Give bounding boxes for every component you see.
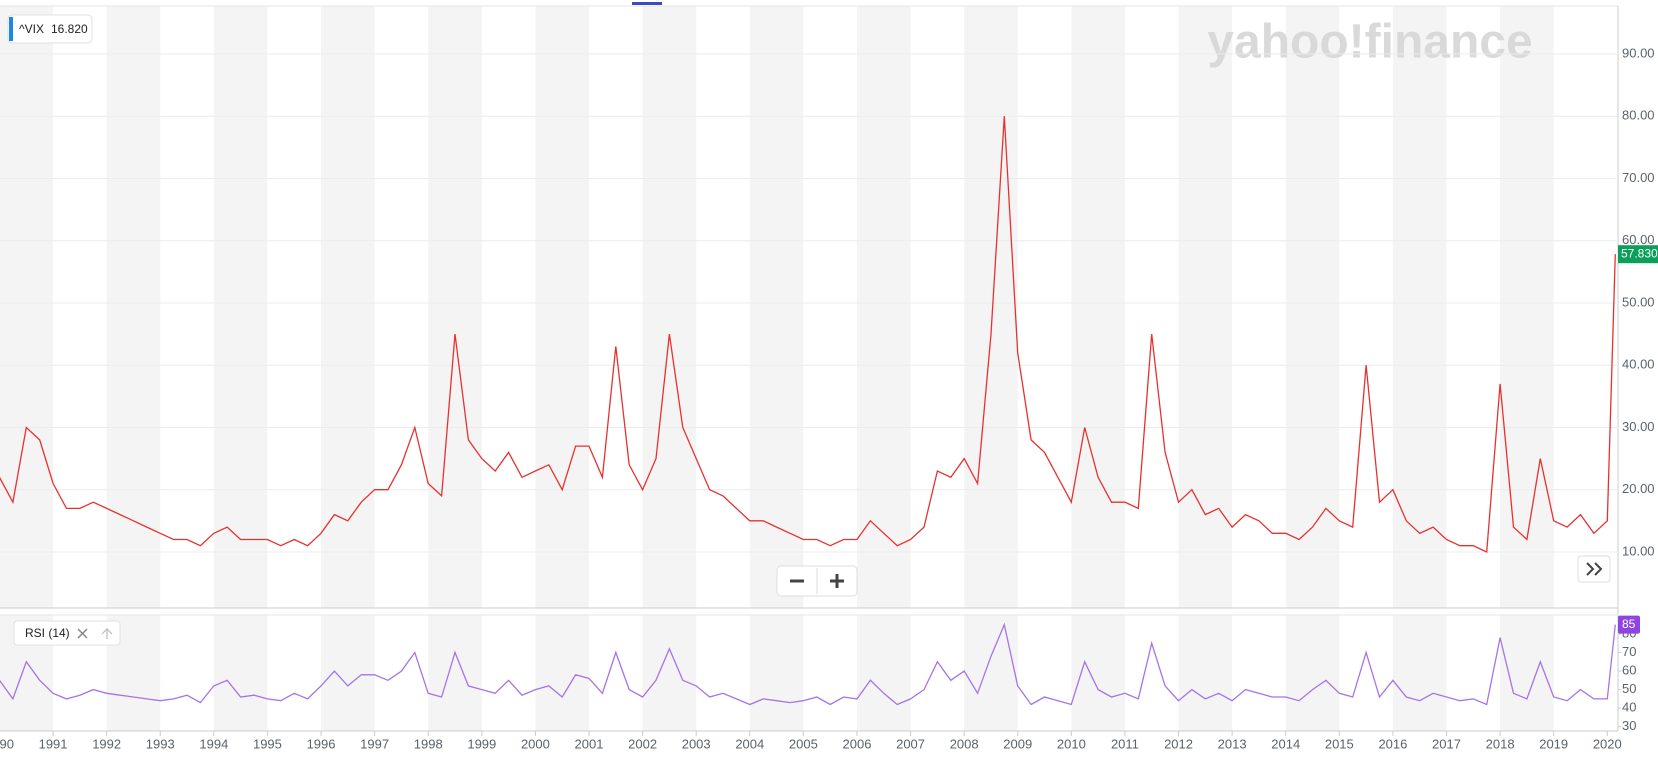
year-band [428, 615, 482, 731]
year-band [964, 615, 1018, 731]
y-tick-label: 50.00 [1622, 294, 1655, 309]
year-band [1178, 6, 1233, 608]
y-tick-label: 70 [1622, 644, 1636, 659]
x-tick-label: 1993 [146, 736, 175, 751]
year-bands [0, 6, 1554, 731]
y-tick-label: 30 [1622, 718, 1636, 733]
x-tick-label: 1996 [307, 736, 336, 751]
rsi-remove[interactable] [77, 628, 88, 639]
x-tick-label: 2008 [950, 736, 979, 751]
rsi-legend-box [13, 620, 121, 646]
year-band [1285, 6, 1340, 608]
legend: ^VIX 16.820 [7, 14, 93, 44]
scroll-right[interactable] [1577, 555, 1611, 583]
rsi-legend: RSI (14) [13, 620, 121, 646]
year-band [1500, 6, 1554, 608]
x-tick-label: 2007 [896, 736, 925, 751]
x-tick-label: 2001 [575, 736, 604, 751]
x-tick-label: 2019 [1539, 736, 1568, 751]
x-tick-label: 2011 [1111, 736, 1139, 751]
x-tick-label: 2010 [1057, 736, 1086, 751]
year-band [1392, 6, 1447, 608]
x-tick-label: 1992 [92, 736, 121, 751]
zoom-controls [776, 565, 858, 597]
rsi-badge [1618, 615, 1640, 634]
x-tick-label: 2014 [1271, 736, 1300, 751]
year-band [642, 6, 697, 608]
x-tick-label: 1999 [467, 736, 496, 751]
year-band [213, 6, 268, 608]
x-tick-label: 2013 [1218, 736, 1247, 751]
y-tick-label: 60.00 [1622, 232, 1655, 247]
y-tick-label: 90.00 [1622, 45, 1655, 60]
year-band [428, 6, 482, 608]
y-tick-label: 40 [1622, 700, 1636, 715]
year-band [535, 6, 589, 608]
x-tick-label: 1995 [253, 736, 282, 751]
series-line [0, 622, 1616, 706]
x-tick-label: 2003 [682, 736, 711, 751]
x-tick-label: 1997 [360, 736, 389, 751]
y-tick-label: 70.00 [1622, 170, 1655, 185]
x-tick-label: 1991 [39, 736, 68, 751]
y-tick-label: 80.00 [1622, 108, 1655, 123]
year-band [1178, 615, 1233, 731]
watermark: yahoo!finance [1207, 16, 1532, 69]
legend-symbol: ^VIX [19, 22, 44, 36]
year-band [856, 615, 911, 731]
rsi-value-label: 85 [1622, 617, 1636, 631]
legend-swatch [9, 17, 13, 41]
y-tick-label: 40.00 [1622, 357, 1655, 372]
x-tick-label: 2006 [843, 736, 872, 751]
legend-box [7, 14, 93, 44]
x-tick-label: 2009 [1003, 736, 1032, 751]
x-tick-label: 2004 [735, 736, 764, 751]
x-tick-label: 2002 [628, 736, 657, 751]
rsi-legend-label: RSI (14) [25, 626, 70, 640]
scroll-icon [1586, 562, 1603, 576]
x-tick-label: 2018 [1486, 736, 1515, 751]
year-band [1392, 615, 1447, 731]
current-price-label: 57.830 [1621, 246, 1658, 260]
y-tick-label: 60 [1622, 662, 1636, 677]
x-tick-label: 2016 [1378, 736, 1407, 751]
year-band [213, 615, 268, 731]
x-tick-label: 2020 [1593, 736, 1622, 751]
year-band [321, 6, 375, 608]
x-tick-label: 2000 [521, 736, 550, 751]
range-indicator [632, 2, 662, 5]
year-band [106, 6, 161, 608]
current-price-badge [1618, 245, 1658, 264]
year-band [964, 6, 1018, 608]
x-tick-label: 2005 [789, 736, 818, 751]
x-tick-label: 1998 [414, 736, 443, 751]
x-tick-label: 2012 [1164, 736, 1193, 751]
y-tick-label: 30.00 [1622, 419, 1655, 434]
year-band [642, 615, 697, 731]
x-tick-label: 2015 [1325, 736, 1354, 751]
x-tick-label: 2017 [1432, 736, 1461, 751]
year-band [749, 6, 804, 608]
year-band [535, 615, 589, 731]
year-band [321, 615, 375, 731]
series-line [0, 116, 1616, 553]
year-band [0, 6, 54, 608]
y-tick-label: 20.00 [1622, 481, 1655, 496]
x-tick-label: 1990 [0, 736, 14, 751]
year-band [1071, 615, 1125, 731]
y-tick-label: 10.00 [1622, 543, 1655, 558]
year-band [1071, 6, 1125, 608]
rsi-move-up[interactable] [101, 628, 113, 639]
year-band [1285, 615, 1340, 731]
year-band [856, 6, 911, 608]
year-band [749, 615, 804, 731]
legend-value: 16.820 [51, 22, 88, 36]
y-tick-label: 50 [1622, 681, 1636, 696]
plot-area [0, 53, 1618, 706]
x-tick-label: 1994 [199, 736, 228, 751]
